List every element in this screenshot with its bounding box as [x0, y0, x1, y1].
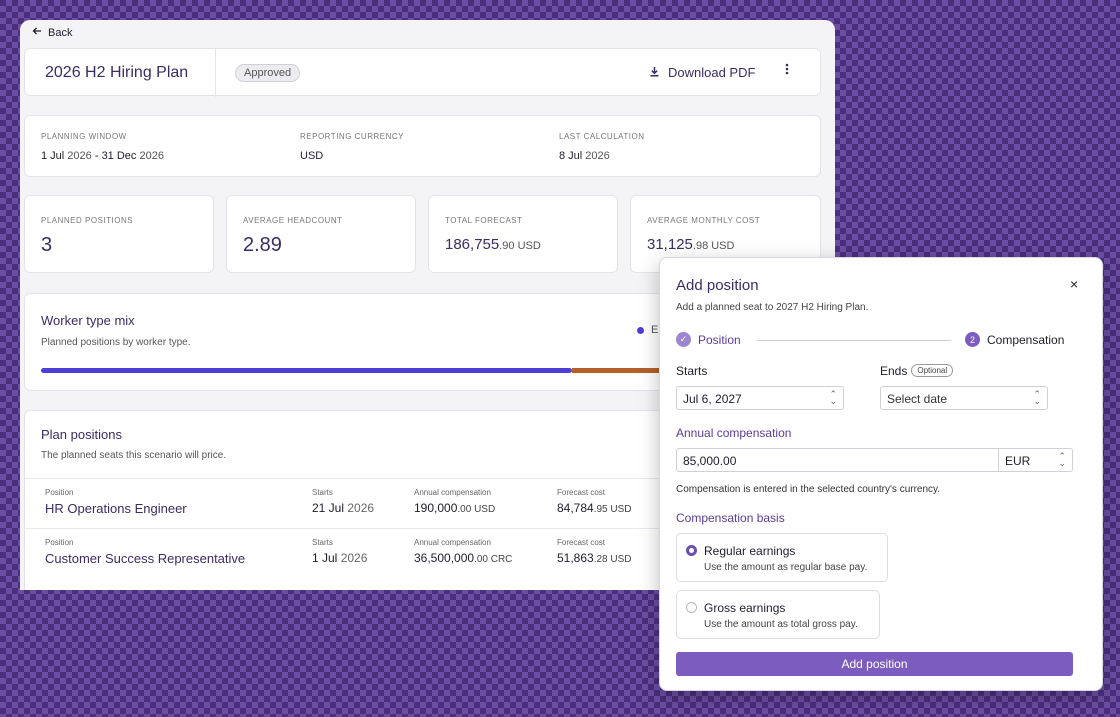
meta-label: REPORTING CURRENCY [300, 132, 404, 141]
back-link[interactable]: Back [32, 26, 72, 39]
dialog-subtitle: Add a planned seat to 2027 H2 Hiring Pla… [676, 302, 869, 313]
compensation-label: Annual compensation [676, 426, 792, 440]
chevron-updown-icon: ⌃ ⌄ [1033, 389, 1041, 406]
worker-mix-bar-primary [41, 368, 572, 373]
step-label: Position [698, 332, 741, 347]
currency-select[interactable]: EUR ⌃ ⌄ [998, 448, 1073, 472]
close-icon[interactable]: × [1070, 276, 1079, 292]
stat-value: 3 [41, 234, 53, 256]
download-pdf-button[interactable]: Download PDF [649, 65, 755, 80]
meta-label: LAST CALCULATION [559, 132, 645, 141]
col-label: Annual compensation [414, 538, 491, 547]
meta-value: 8 Jul 2026 [559, 150, 610, 162]
add-position-dialog: Add position Add a planned seat to 2027 … [659, 257, 1103, 691]
divider [215, 49, 216, 97]
currency-value: EUR [1005, 454, 1031, 468]
stat-label: AVERAGE MONTHLY COST [647, 216, 761, 225]
step-position[interactable]: ✓ Position [676, 332, 741, 347]
stat-label: AVERAGE HEADCOUNT [243, 216, 343, 225]
annual-compensation: 190,000.00 USD [414, 501, 496, 515]
start-date: 21 Jul 2026 [312, 501, 375, 515]
optional-badge: Optional [911, 364, 954, 377]
col-label: Annual compensation [414, 488, 491, 497]
compensation-input[interactable]: 85,000.00 [676, 448, 999, 472]
starts-date-picker[interactable]: Jul 6, 2027 ⌃ ⌄ [676, 386, 844, 410]
stepper-connector [757, 340, 951, 341]
radio-unselected[interactable] [686, 602, 697, 613]
col-label: Position [45, 538, 74, 547]
start-date: 1 Jul 2026 [312, 551, 368, 565]
starts-value: Jul 6, 2027 [683, 392, 742, 406]
stat-planned-positions: PLANNED POSITIONS 3 [24, 195, 214, 273]
plan-meta: PLANNING WINDOW 1 Jul 2026 - 31 Dec 2026… [24, 115, 821, 177]
stat-label: TOTAL FORECAST [445, 216, 523, 225]
worker-mix-bar-secondary [572, 368, 681, 373]
download-label: Download PDF [668, 65, 756, 80]
meta-label: PLANNING WINDOW [41, 132, 127, 141]
section-title: Plan positions [41, 427, 122, 442]
col-label: Position [45, 488, 74, 497]
last-calculation: LAST CALCULATION 8 Jul 2026 [559, 132, 645, 162]
col-label: Starts [312, 538, 333, 547]
step-label: Compensation [987, 332, 1065, 347]
page-title: 2026 H2 Hiring Plan [45, 64, 189, 81]
table-row[interactable]: Position Customer Success Representative … [25, 528, 822, 578]
basis-label: Compensation basis [676, 511, 785, 525]
planning-window: PLANNING WINDOW 1 Jul 2026 - 31 Dec 2026 [41, 132, 164, 162]
radio-selected[interactable] [686, 545, 697, 556]
option-description: Use the amount as total gross pay. [704, 619, 858, 630]
add-position-button[interactable]: Add position [676, 652, 1073, 676]
position-name[interactable]: Customer Success Representative [45, 551, 246, 566]
status-badge: Approved [235, 64, 301, 82]
step-compensation[interactable]: 2 Compensation [965, 332, 1064, 347]
download-icon [649, 65, 660, 80]
annual-compensation: 36,500,000.00 CRC [414, 551, 513, 565]
option-title: Regular earnings [704, 544, 796, 558]
arrow-left-icon [32, 26, 42, 39]
forecast-cost: 84,784.95 USD [557, 501, 632, 515]
basis-gross-earnings[interactable]: Gross earnings Use the amount as total g… [676, 590, 880, 639]
plan-header: 2026 H2 Hiring Plan Approved Download PD… [24, 48, 821, 97]
col-label: Forecast cost [557, 488, 606, 497]
meta-value: USD [300, 150, 324, 162]
legend-dot [637, 327, 644, 334]
legend-label: E [651, 324, 659, 336]
stat-total-forecast: TOTAL FORECAST 186,755.90 USD [428, 195, 618, 273]
meta-value: 1 Jul 2026 - 31 Dec 2026 [41, 150, 164, 162]
check-icon: ✓ [676, 332, 691, 347]
ends-placeholder: Select date [887, 392, 948, 406]
section-title: Worker type mix [41, 313, 135, 328]
section-subtitle: Planned positions by worker type. [41, 337, 191, 348]
basis-regular-earnings[interactable]: Regular earnings Use the amount as regul… [676, 533, 888, 582]
option-description: Use the amount as regular base pay. [704, 562, 868, 573]
col-label: Starts [312, 488, 333, 497]
more-options-icon[interactable] [783, 63, 791, 75]
section-subtitle: The planned seats this scenario will pri… [41, 450, 227, 461]
ends-date-picker[interactable]: Select date ⌃ ⌄ [880, 386, 1048, 410]
chevron-updown-icon: ⌃ ⌄ [829, 389, 837, 406]
dialog-title: Add position [676, 277, 759, 294]
starts-label: Starts [676, 364, 708, 378]
option-title: Gross earnings [704, 601, 786, 615]
ends-label: Ends Optional [880, 364, 954, 378]
col-label: Forecast cost [557, 538, 606, 547]
stat-value: 31,125.98 USD [647, 236, 735, 253]
back-label: Back [48, 26, 73, 39]
forecast-cost: 51,863.28 USD [557, 551, 632, 565]
stat-value: 2.89 [243, 234, 282, 256]
table-row[interactable]: Position HR Operations Engineer Starts 21 … [25, 478, 822, 528]
position-name[interactable]: HR Operations Engineer [45, 501, 187, 516]
stat-label: PLANNED POSITIONS [41, 216, 134, 225]
reporting-currency: REPORTING CURRENCY USD [300, 132, 404, 162]
step-number: 2 [965, 332, 980, 347]
stat-value: 186,755.90 USD [445, 236, 541, 253]
chevron-updown-icon: ⌃ ⌄ [1058, 451, 1066, 468]
stat-average-headcount: AVERAGE HEADCOUNT 2.89 [226, 195, 416, 273]
compensation-hint: Compensation is entered in the selected … [676, 484, 941, 495]
